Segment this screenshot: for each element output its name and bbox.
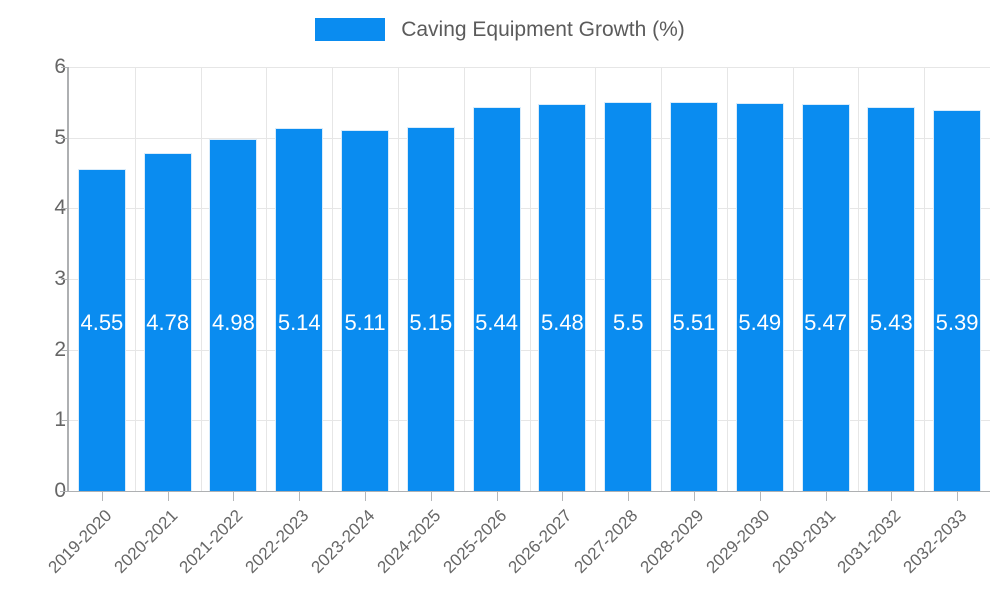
x-axis-tick-mark bbox=[760, 492, 761, 501]
bar[interactable]: 5.39 bbox=[933, 110, 982, 491]
y-axis-tick-mark bbox=[61, 208, 69, 210]
gridline-vertical bbox=[332, 67, 333, 491]
gridline-vertical bbox=[924, 67, 925, 491]
gridline-vertical bbox=[793, 67, 794, 491]
bar-value-label: 5.48 bbox=[540, 309, 584, 335]
gridline-horizontal bbox=[69, 279, 990, 280]
bar[interactable]: 4.98 bbox=[209, 139, 258, 491]
bar[interactable]: 5.14 bbox=[275, 127, 324, 491]
y-axis-tick-label: 4 bbox=[0, 196, 66, 220]
x-axis-tick-mark bbox=[826, 492, 827, 501]
gridline-vertical bbox=[464, 67, 465, 491]
bar[interactable]: 4.78 bbox=[143, 153, 192, 491]
gridline-vertical bbox=[201, 67, 202, 491]
gridline-horizontal bbox=[69, 208, 990, 210]
bar[interactable]: 5.48 bbox=[538, 103, 587, 491]
x-axis-tick-mark bbox=[365, 492, 366, 501]
x-axis-tick-mark bbox=[694, 492, 695, 501]
bar-value-label: 5.44 bbox=[475, 309, 518, 335]
bar-value-label: 5.43 bbox=[869, 309, 913, 335]
bar-value-label: 4.98 bbox=[212, 309, 255, 335]
gridline-vertical bbox=[398, 67, 399, 491]
gridline-vertical bbox=[135, 67, 136, 491]
bar-value-label: 5.5 bbox=[612, 309, 644, 335]
bar[interactable]: 4.55 bbox=[77, 169, 126, 491]
y-axis-tick-label: 1 bbox=[0, 408, 66, 432]
y-axis-tick-mark bbox=[61, 137, 69, 139]
bar-value-label: 4.55 bbox=[80, 309, 124, 335]
y-axis-tick-label: 5 bbox=[0, 126, 66, 150]
bar[interactable]: 5.49 bbox=[735, 103, 784, 491]
chart-legend: Caving Equipment Growth (%) bbox=[0, 12, 1000, 46]
x-axis-line bbox=[60, 491, 990, 492]
gridline-vertical bbox=[727, 67, 728, 491]
bar-value-label: 5.51 bbox=[672, 309, 716, 335]
bar[interactable]: 5.51 bbox=[669, 101, 718, 491]
gridline-horizontal bbox=[69, 349, 990, 351]
x-axis-tick-mark bbox=[168, 492, 169, 501]
y-axis-tick-label: 0 bbox=[0, 479, 66, 503]
gridline-horizontal bbox=[69, 67, 990, 68]
gridline-vertical bbox=[595, 67, 596, 491]
y-axis-tick-mark bbox=[61, 67, 69, 68]
y-axis-tick-label: 3 bbox=[0, 267, 66, 291]
bar[interactable]: 5.5 bbox=[604, 102, 653, 491]
gridline-vertical bbox=[530, 67, 531, 491]
x-axis-tick-mark bbox=[102, 492, 103, 501]
legend-label[interactable]: Caving Equipment Growth (%) bbox=[401, 17, 685, 41]
gridline-vertical bbox=[661, 67, 662, 491]
y-axis-tick-mark bbox=[61, 279, 69, 280]
gridline-horizontal bbox=[69, 137, 990, 139]
y-axis-tick-label: 6 bbox=[0, 55, 66, 79]
gridline-vertical bbox=[266, 67, 267, 491]
y-axis-tick-mark bbox=[61, 491, 69, 492]
x-axis-tick-mark bbox=[497, 492, 498, 501]
x-axis-tick-mark bbox=[562, 492, 563, 501]
gridline-horizontal bbox=[69, 420, 990, 422]
bar[interactable]: 5.44 bbox=[472, 106, 521, 491]
x-axis-tick-mark bbox=[891, 492, 892, 501]
bar[interactable]: 5.15 bbox=[406, 127, 455, 491]
y-axis-tick-label: 2 bbox=[0, 338, 66, 362]
gridline-vertical bbox=[858, 67, 859, 491]
bar-value-label: 4.78 bbox=[146, 309, 190, 335]
bar[interactable]: 5.43 bbox=[867, 107, 916, 491]
bar[interactable]: 5.47 bbox=[801, 104, 850, 491]
x-axis-tick-mark bbox=[957, 492, 958, 501]
bar-value-label: 5.11 bbox=[344, 309, 386, 335]
y-axis-tick-mark bbox=[61, 420, 69, 422]
x-axis-tick-mark bbox=[233, 492, 234, 501]
x-axis-tick-mark bbox=[628, 492, 629, 501]
bar[interactable]: 5.11 bbox=[341, 129, 390, 491]
bar-value-label: 5.15 bbox=[409, 309, 453, 335]
x-axis-tick-mark bbox=[431, 492, 432, 501]
plot-area: 4.55 4.78 4.98 5.14 5.11 5.15 5.44 5.48 5.5 5.51 5… bbox=[69, 67, 990, 492]
bar-value-label: 5.47 bbox=[804, 309, 847, 335]
x-axis-tick-mark bbox=[299, 492, 300, 501]
bar-value-label: 5.39 bbox=[935, 309, 979, 335]
bar-value-label: 5.49 bbox=[738, 309, 782, 335]
y-axis-tick-mark bbox=[61, 349, 69, 351]
bar-value-label: 5.14 bbox=[277, 309, 321, 335]
legend-color-swatch[interactable] bbox=[315, 17, 386, 41]
